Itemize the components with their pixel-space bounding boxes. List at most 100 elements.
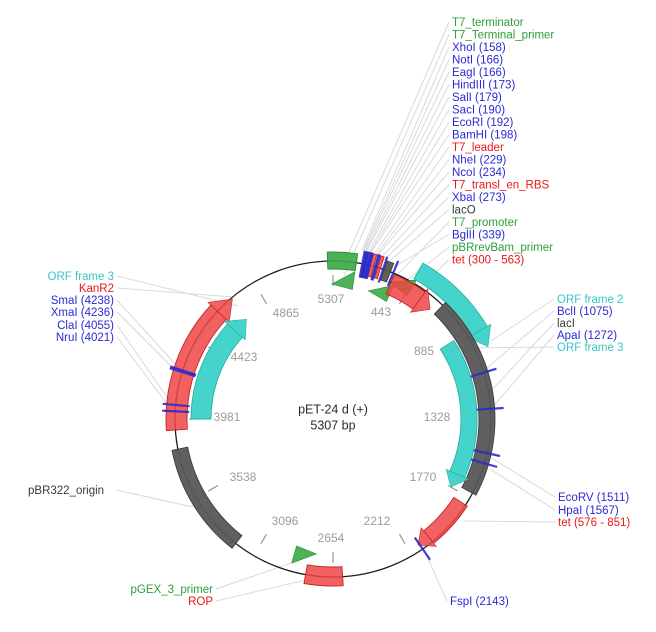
site-apai[interactable] <box>476 406 504 411</box>
leader-line-t7-terminal-primer <box>343 34 450 277</box>
feature-t7-transl-en-rbs[interactable] <box>373 255 385 280</box>
leader-line-bglii-339 <box>393 234 450 268</box>
label-bamhi-198[interactable]: BamHI (198) <box>452 130 517 142</box>
label-clai-4055[interactable]: ClaI (4055) <box>57 320 114 332</box>
restriction-site-bars <box>162 250 504 561</box>
label-t7-promoter[interactable]: T7_promoter <box>452 217 518 229</box>
leader-lines <box>115 21 556 602</box>
label-xhoi-158[interactable]: XhoI (158) <box>452 42 506 54</box>
leader-line-xmai-4236 <box>116 311 178 373</box>
site-xbai[interactable] <box>377 256 389 283</box>
label-bcli-1075[interactable]: BclI (1075) <box>557 306 613 318</box>
label-xbai-273[interactable]: XbaI (273) <box>452 192 506 204</box>
site-ecorv[interactable] <box>473 449 501 458</box>
leader-line-t7-transl-en-rbs <box>378 184 450 261</box>
label-xmai-4236[interactable]: XmaI (4236) <box>51 307 114 319</box>
tick-mark-3096 <box>260 533 267 544</box>
leader-line-noti-166 <box>362 59 450 252</box>
label-t7-terminal-primer[interactable]: T7_Terminal_primer <box>452 30 554 42</box>
leader-line-tet-576-851 <box>463 520 556 523</box>
tick-label-885: 885 <box>414 344 434 358</box>
label-pbr322-origin[interactable]: pBR322_origin <box>28 485 104 497</box>
site-bglii[interactable] <box>386 260 400 287</box>
tick-mark-1770 <box>447 485 458 492</box>
site-clai[interactable] <box>162 402 190 408</box>
label-rop[interactable]: ROP <box>188 596 213 608</box>
tick-label-3096: 3096 <box>272 514 299 528</box>
tick-label-1770: 1770 <box>410 470 437 484</box>
site-bcli[interactable] <box>470 367 497 378</box>
feature-laco[interactable] <box>380 260 395 283</box>
label-hpai-1567[interactable]: HpaI (1567) <box>558 505 619 517</box>
label-pbrrevbam-primer[interactable]: pBRrevBam_primer <box>452 242 553 254</box>
site-bamhi[interactable] <box>365 252 374 280</box>
feature-laci[interactable] <box>433 301 496 496</box>
label-pgex-3-primer[interactable]: pGEX_3_primer <box>131 584 214 596</box>
label-hindiii-173[interactable]: HindIII (173) <box>452 80 515 92</box>
label-sali-179[interactable]: SalI (179) <box>452 92 502 104</box>
site-nrui[interactable] <box>162 409 190 414</box>
tick-label-3538: 3538 <box>230 470 257 484</box>
feature-orf-frame-2-arrowhead[interactable] <box>467 323 492 348</box>
label-orf-frame-2[interactable]: ORF frame 2 <box>557 294 623 306</box>
label-eagi-166[interactable]: EagI (166) <box>452 67 506 79</box>
label-t7-transl-en-rbs[interactable]: T7_transl_en_RBS <box>452 180 549 192</box>
feature-t7-terminator[interactable] <box>326 251 359 272</box>
tick-label-2654: 2654 <box>318 531 345 545</box>
feature-tet-576-851-arrowhead[interactable] <box>417 527 437 547</box>
leader-line-hpai-1567 <box>489 468 556 511</box>
label-apai-1272[interactable]: ApaI (1272) <box>557 330 617 342</box>
label-tet-300-563[interactable]: tet (300 - 563) <box>452 255 524 267</box>
label-nhei-229[interactable]: NheI (229) <box>452 155 507 167</box>
label-nrui-4021[interactable]: NruI (4021) <box>56 332 114 344</box>
site-hpai[interactable] <box>470 458 498 469</box>
label-bglii-339[interactable]: BglII (339) <box>452 230 505 242</box>
feature-orf-frame-3-left-arrowhead[interactable] <box>223 319 247 341</box>
leader-line-kanr2 <box>116 287 234 298</box>
label-ecori-192[interactable]: EcoRI (192) <box>452 117 514 129</box>
site-xmai[interactable] <box>169 367 196 378</box>
feature-pgex-3-primer[interactable] <box>291 545 318 564</box>
tick-mark-2212 <box>399 533 406 544</box>
site-sali[interactable] <box>362 251 371 279</box>
label-noti-166[interactable]: NotI (166) <box>452 55 503 67</box>
label-orf-frame-3[interactable]: ORF frame 3 <box>48 271 114 283</box>
label-fspi-2143[interactable]: FspI (2143) <box>450 596 509 608</box>
leader-line-saci-190 <box>367 109 450 254</box>
leader-line-orf-frame-2 <box>490 298 555 342</box>
plasmid-name: pET-24 d (+) <box>298 402 368 416</box>
leader-line-pbr322-origin <box>115 489 194 508</box>
label-orf-frame-3[interactable]: ORF frame 3 <box>557 342 623 354</box>
label-saci-190[interactable]: SacI (190) <box>452 105 505 117</box>
label-laci[interactable]: lacI <box>557 318 575 330</box>
feature-arcs <box>165 251 496 587</box>
site-xhoi[interactable] <box>358 250 366 278</box>
feature-t7-terminal-primer[interactable] <box>331 271 356 290</box>
leader-line-xhoi-158 <box>361 46 450 251</box>
leader-line-smai-4238 <box>116 299 179 368</box>
label-t7-leader[interactable]: T7_leader <box>452 142 504 154</box>
leader-line-xbai-273 <box>382 196 450 262</box>
feature-rop[interactable] <box>303 564 344 587</box>
feature-tet-576-851[interactable] <box>422 496 468 544</box>
plasmid-size: 5307 bp <box>310 418 355 432</box>
tick-label-5307: 5307 <box>318 292 345 306</box>
tick-label-1328: 1328 <box>424 410 451 424</box>
label-ncoi-234[interactable]: NcoI (234) <box>452 167 506 179</box>
label-t7-terminator[interactable]: T7_terminator <box>452 17 524 29</box>
site-smai[interactable] <box>169 365 197 376</box>
feature-kanr2-arrowhead[interactable] <box>207 298 233 323</box>
leader-line-clai-4055 <box>116 324 172 404</box>
site-ncoi[interactable] <box>371 254 381 281</box>
feature-pbr322-origin[interactable] <box>171 446 243 549</box>
label-laco[interactable]: lacO <box>452 205 476 217</box>
feature-orf-frame-3-right-arrowhead[interactable] <box>445 468 469 488</box>
site-fspi[interactable] <box>413 536 432 561</box>
label-tet-576-851[interactable]: tet (576 - 851) <box>558 517 630 529</box>
label-kanr2[interactable]: KanR2 <box>79 283 114 295</box>
feature-tet-300-563-arrowhead[interactable] <box>409 287 431 313</box>
label-ecorv-1511[interactable]: EcoRV (1511) <box>558 492 629 504</box>
label-smai-4238[interactable]: SmaI (4238) <box>51 295 114 307</box>
